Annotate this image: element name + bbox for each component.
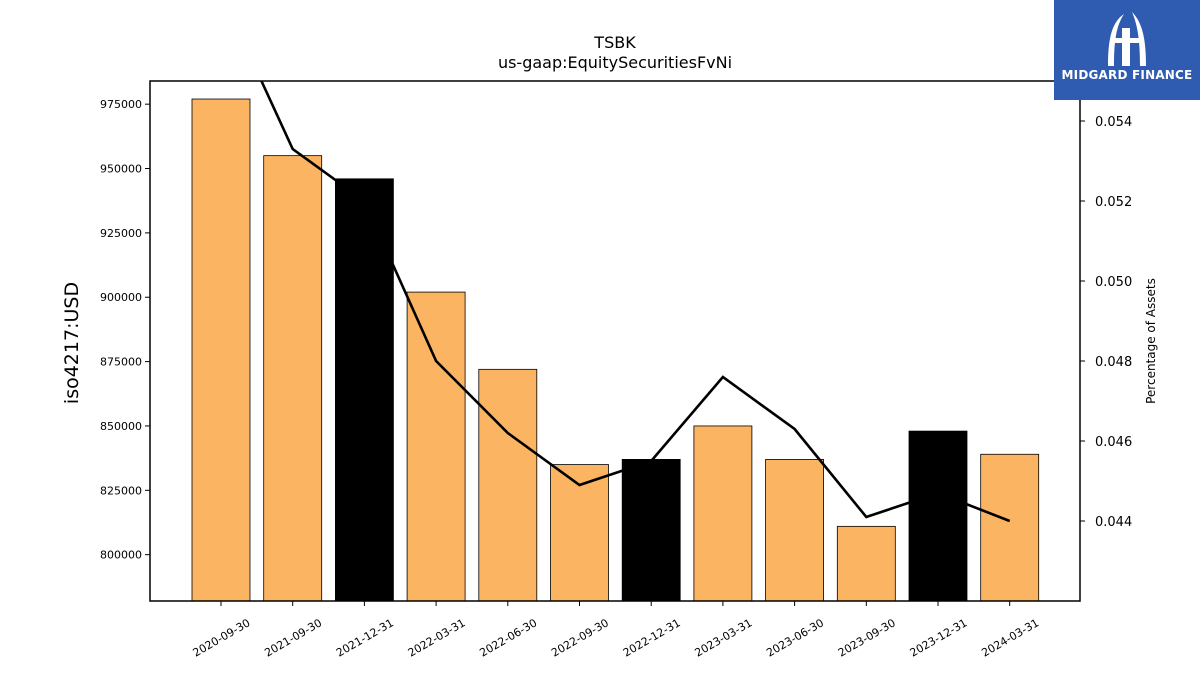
x-tick-label: 2024-03-31 [979, 616, 1041, 659]
y2-tick-label: 0.050 [1095, 275, 1132, 290]
bars-group [191, 98, 1040, 602]
y-tick-label: 950000 [100, 163, 142, 176]
y-tick-label: 825000 [100, 484, 142, 497]
x-tick-label: 2023-03-31 [693, 616, 755, 659]
x-tick-label: 2023-06-30 [764, 616, 826, 659]
bar [908, 430, 968, 602]
x-tick-label: 2023-09-30 [836, 616, 898, 659]
bar [693, 425, 753, 602]
bar [621, 459, 681, 602]
line-series [260, 81, 1011, 523]
y-tick-label: 850000 [100, 420, 142, 433]
bar [334, 178, 394, 602]
y-tick-label: 875000 [100, 356, 142, 369]
brand-logo: MIDGARD FINANCE [1054, 0, 1200, 100]
y-tick-label: 900000 [100, 291, 142, 304]
x-tick-label: 2023-12-31 [908, 616, 970, 659]
y2-tick-label: 0.048 [1095, 355, 1132, 370]
plot-frame [149, 80, 1081, 602]
x-tick-label: 2022-03-31 [406, 616, 468, 659]
y-tick-label: 975000 [100, 98, 142, 111]
x-tick-label: 2022-06-30 [477, 616, 539, 659]
bar [980, 453, 1040, 602]
x-tick-label: 2021-12-31 [334, 616, 396, 659]
bar [263, 155, 323, 602]
bar [836, 525, 896, 602]
logo-mark-icon [1108, 12, 1146, 66]
y2-tick-label: 0.054 [1095, 115, 1132, 130]
bar [406, 291, 466, 602]
chart-subtitle: us-gaap:EquitySecuritiesFvNi [498, 53, 732, 72]
x-tick-label: 2022-12-31 [621, 616, 683, 659]
y-tick-label: 800000 [100, 549, 142, 562]
bar [191, 98, 251, 602]
chart-title: TSBK [593, 33, 636, 52]
y2-tick-label: 0.044 [1095, 515, 1132, 530]
bar [550, 464, 609, 602]
line-group [260, 81, 1011, 523]
y2-axis-label: Percentage of Assets [1144, 278, 1158, 404]
bar [765, 459, 824, 602]
y2-tick-label: 0.052 [1095, 195, 1132, 210]
logo-text: MIDGARD FINANCE [1061, 68, 1193, 82]
bar [478, 368, 538, 602]
axes-group: 800000 825000 850000 875000 900000 925000 9500… [100, 80, 1132, 660]
x-tick-label: 2021-09-30 [262, 616, 324, 659]
y2-tick-label: 0.046 [1095, 435, 1132, 450]
x-tick-label: 2020-09-30 [191, 616, 253, 659]
y-axis-label: iso4217:USD [61, 282, 83, 404]
y-tick-label: 925000 [100, 227, 142, 240]
x-tick-label: 2022-09-30 [549, 616, 611, 659]
